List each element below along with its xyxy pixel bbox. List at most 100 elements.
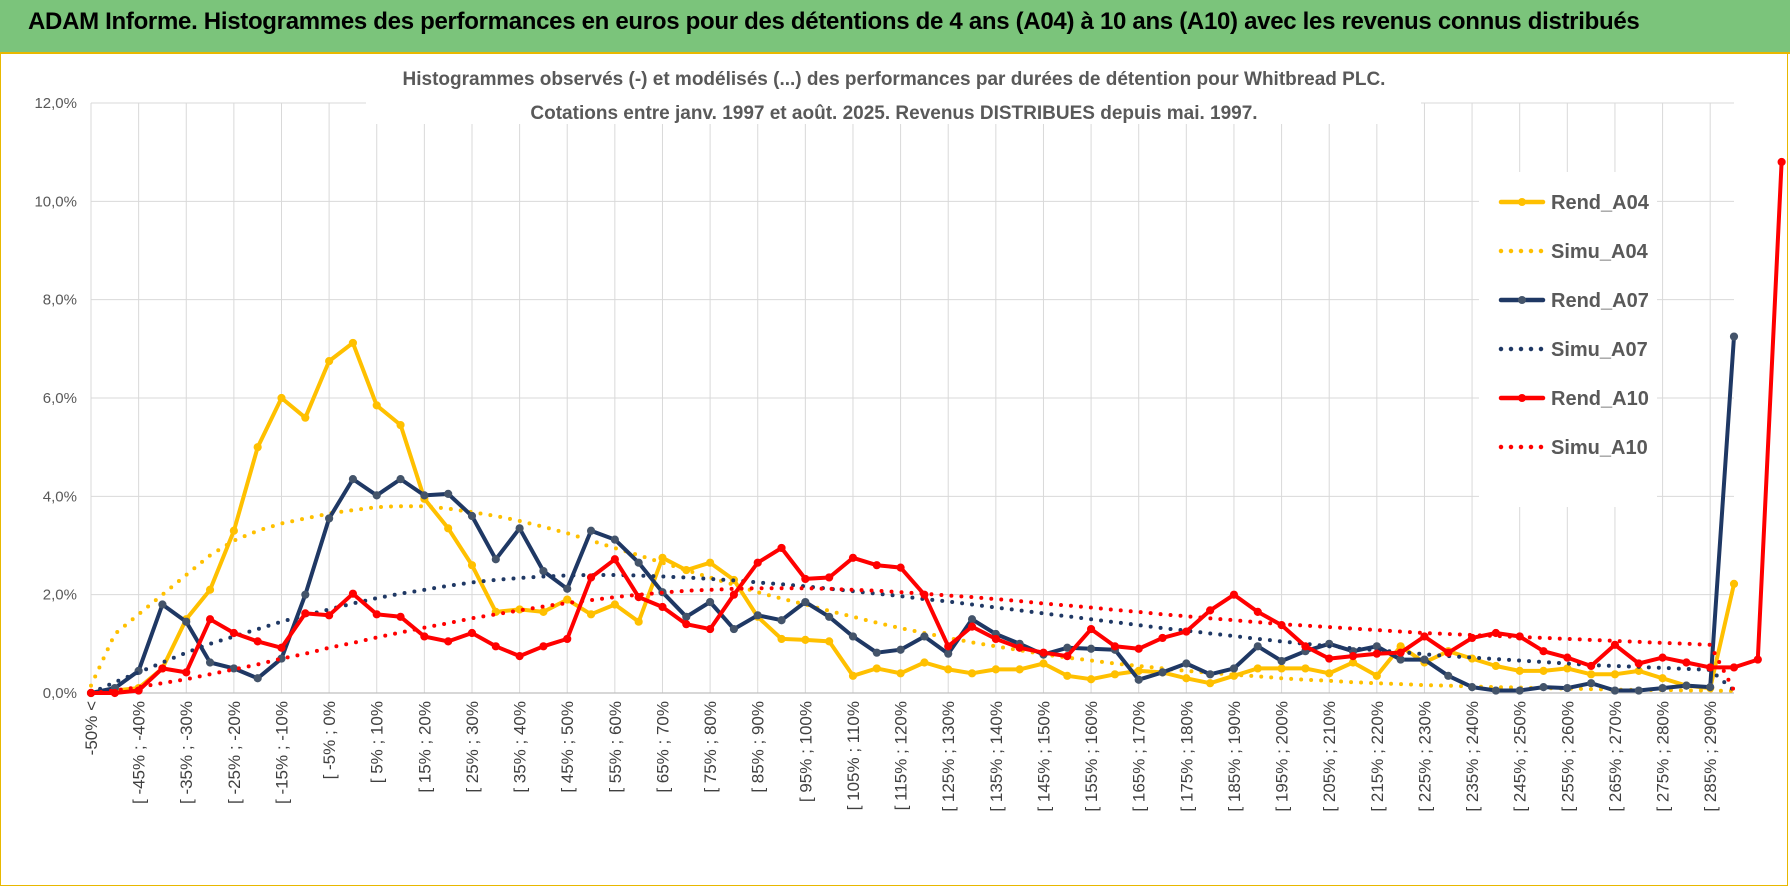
data-point-rend_a04 [1015,665,1024,674]
data-point-rend_a10 [420,632,429,641]
y-tick-label: 2,0% [43,587,77,604]
data-point-rend_a04 [325,357,334,366]
data-point-rend_a10 [1206,606,1215,615]
data-point-rend_a10 [825,573,834,582]
legend-marker-rend_a10 [1518,394,1526,402]
data-point-rend_a10 [967,622,977,631]
data-point-rend_a04 [396,420,405,430]
data-point-rend_a10 [1706,663,1715,672]
data-point-rend_a04 [1658,674,1667,683]
data-point-rend_a04 [301,413,310,422]
x-tick-label: [ 185% ; 190% [1225,701,1244,812]
x-tick-label: [ 5% ; 10% [368,701,387,783]
legend-label-simu_a04: Simu_A04 [1551,241,1649,263]
data-point-rend_a04 [253,443,262,452]
data-point-rend_a07 [1229,664,1239,673]
data-point-rend_a07 [896,645,905,654]
data-point-rend_a04 [610,600,619,609]
data-point-rend_a04 [1110,670,1119,679]
chart-title-backing [366,62,1421,124]
data-point-rend_a04 [1325,669,1334,678]
x-tick-label: [ 215% ; 220% [1368,701,1387,812]
data-point-rend_a10 [1134,644,1143,653]
x-tick-label: [ 135% ; 140% [987,701,1006,812]
data-point-rend_a04 [1086,675,1096,684]
data-point-rend_a07 [706,597,715,607]
data-point-rend_a04 [1539,666,1548,675]
x-tick-label: [ -35% ; -30% [177,701,196,804]
x-tick-label: [ 195% ; 200% [1273,701,1292,812]
data-point-rend_a07 [467,511,477,521]
data-point-rend_a04 [372,401,381,410]
data-point-rend_a10 [396,612,405,621]
data-point-rend_a07 [182,617,191,626]
data-point-rend_a07 [1158,668,1167,677]
x-tick-label: [ 155% ; 160% [1082,701,1101,812]
data-point-rend_a10 [1587,661,1596,671]
data-point-rend_a04 [801,635,810,645]
x-tick-label: [ 35% ; 40% [511,701,530,793]
data-point-rend_a07 [1587,679,1596,688]
data-point-rend_a07 [1444,671,1453,680]
data-point-rend_a04 [1277,664,1286,673]
data-point-rend_a07 [348,475,358,484]
data-point-rend_a10 [348,589,358,598]
data-point-rend_a04 [1206,679,1215,688]
data-point-rend_a07 [920,632,929,641]
data-point-rend_a10 [1777,157,1786,167]
data-point-rend_a10 [229,628,238,638]
data-point-rend_a10 [110,688,119,698]
x-tick-label: [ 15% ; 20% [415,701,434,793]
data-point-rend_a07 [420,491,429,500]
data-point-rend_a04 [706,558,715,567]
chart-title-line: Histogrammes observés (-) et modélisés (… [403,69,1386,90]
data-point-rend_a04 [658,553,667,562]
data-point-rend_a04 [1301,664,1310,673]
y-tick-label: 0,0% [43,685,77,702]
x-tick-label: [ 265% ; 270% [1606,701,1625,812]
x-tick-label: [ -25% ; -20% [225,701,244,804]
data-point-rend_a04 [872,664,881,673]
x-tick-label: [ -5% ; 0% [320,701,339,779]
data-point-rend_a10 [372,610,381,619]
data-point-rend_a07 [1253,642,1262,651]
report-title: ADAM Informe. Histogrammes des performan… [28,8,1640,35]
legend-label-simu_a10: Simu_A10 [1551,437,1648,459]
data-point-rend_a04 [896,669,905,678]
x-tick-label: [ 175% ; 180% [1177,701,1196,812]
data-point-rend_a10 [1086,624,1096,634]
data-point-rend_a04 [1563,664,1572,673]
data-point-rend_a04 [1372,671,1381,680]
legend-label-rend_a10: Rend_A10 [1551,388,1649,410]
chart-frame: 0,0% 2,0% 4,0% 6,0% 8,0% 10,0% 12,0% -50% < [ -4… [0,52,1788,886]
data-point-rend_a10 [301,609,310,618]
data-point-rend_a10 [801,574,810,584]
data-point-rend_a10 [1563,653,1572,662]
x-tick-label: [ 95% ; 100% [796,701,815,802]
x-tick-label: -50% < [82,701,101,755]
data-point-rend_a10 [682,620,691,629]
data-point-rend_a07 [586,526,596,535]
data-point-rend_a07 [753,611,762,620]
data-point-rend_a07 [1063,643,1072,652]
data-point-rend_a04 [1253,664,1262,673]
data-point-rend_a07 [872,648,881,657]
data-point-rend_a10 [1444,648,1453,657]
data-point-rend_a10 [1491,628,1500,638]
data-point-rend_a04 [634,617,643,626]
series-line-rend_a04 [89,340,1736,695]
data-point-rend_a07 [1420,655,1429,664]
data-point-rend_a10 [1396,648,1405,657]
x-tick-label: [ 105% ; 110% [844,701,863,810]
data-point-rend_a10 [1301,642,1310,651]
data-point-rend_a10 [777,543,786,553]
data-point-rend_a10 [277,643,286,652]
data-point-rend_a04 [944,665,953,674]
data-point-rend_a10 [729,590,739,599]
data-point-rend_a07 [396,475,405,484]
data-point-rend_a10 [1158,633,1167,643]
data-point-rend_a04 [1729,579,1739,588]
data-point-rend_a07 [1491,686,1500,695]
data-point-rend_a10 [586,573,596,582]
data-point-rend_a10 [1610,640,1620,649]
